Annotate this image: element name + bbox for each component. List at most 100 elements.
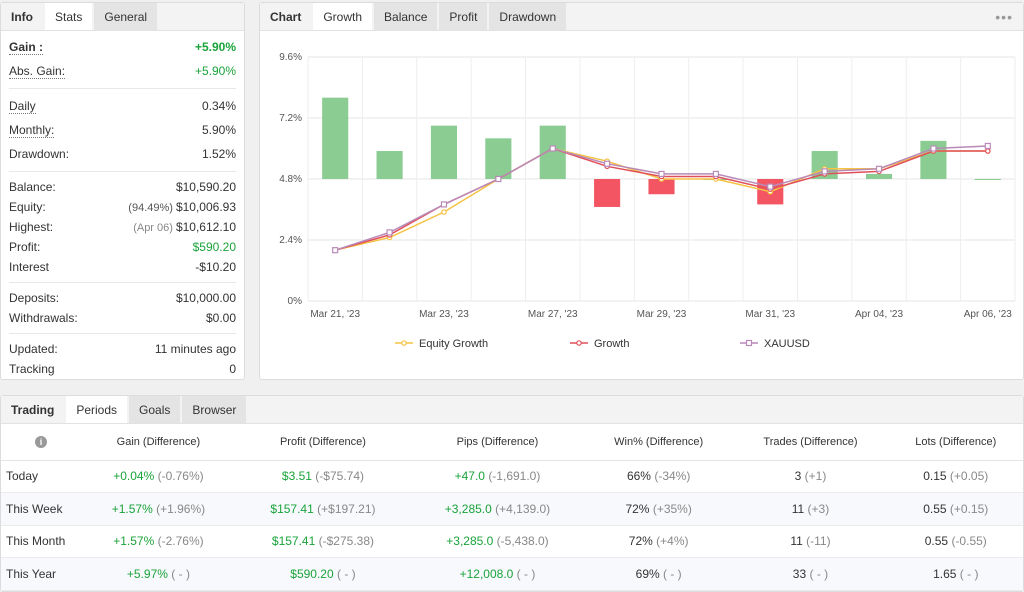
stat-value: $10,612.10: [175, 220, 236, 234]
tab-info[interactable]: Info: [11, 10, 33, 24]
table-cell: 0.15 (+0.05): [888, 460, 1023, 493]
chart-bar[interactable]: [594, 179, 621, 207]
tab-stats[interactable]: Stats: [45, 3, 93, 30]
stat-label[interactable]: Monthly:: [9, 122, 55, 138]
chart-bar[interactable]: [485, 138, 512, 179]
data-point[interactable]: [821, 168, 828, 175]
chart-bar[interactable]: [430, 125, 458, 179]
stat-sub: (Apr 06): [133, 222, 173, 234]
chart-bar[interactable]: [865, 173, 893, 179]
stat-label: Highest:: [9, 220, 54, 234]
tab-trading[interactable]: Trading: [11, 403, 55, 417]
stat-tracking: Tracking 0: [9, 359, 236, 379]
stat-label: Drawdown:: [9, 147, 70, 161]
tab-browser[interactable]: Browser: [182, 396, 247, 423]
pips-difference: (-5,438.0): [496, 534, 549, 549]
tab-growth[interactable]: Growth: [313, 3, 373, 30]
data-point[interactable]: [984, 142, 991, 150]
stat-label: Interest: [9, 260, 50, 274]
data-point[interactable]: [930, 145, 937, 152]
data-point[interactable]: [440, 201, 448, 208]
data-point[interactable]: [712, 170, 719, 178]
pips-difference: (-1,691.0): [488, 469, 541, 484]
table-row: This Month +1.57% (-2.76%) $157.41 (-$275.…: [1, 525, 1023, 558]
stat-updated: Updated: 11 minutes ago: [9, 339, 236, 359]
pips-value: +47.0: [454, 469, 485, 484]
data-point[interactable]: [985, 148, 991, 154]
trades-value: 11: [791, 501, 805, 516]
tab-drawdown[interactable]: Drawdown: [489, 3, 567, 30]
profit-value: $3.51: [281, 469, 312, 484]
data-point[interactable]: [875, 165, 883, 172]
legend-marker: [745, 339, 753, 347]
data-point[interactable]: [495, 175, 502, 183]
data-point[interactable]: [549, 145, 556, 152]
trades-difference: (+3): [807, 501, 830, 516]
win-value: 69%: [635, 566, 660, 581]
data-point[interactable]: [767, 183, 774, 190]
pips-difference: (+4,139.0): [495, 501, 551, 516]
lots-value: 0.15: [923, 469, 947, 484]
data-point[interactable]: [604, 160, 611, 167]
tab-profit[interactable]: Profit: [439, 3, 488, 30]
tab-general[interactable]: General: [94, 3, 158, 30]
stat-label[interactable]: Abs. Gain:: [9, 63, 66, 79]
legend-label[interactable]: Growth: [594, 338, 629, 350]
period-label: Today: [1, 460, 81, 493]
stat-value: $10,000.00: [175, 291, 236, 305]
stat-label[interactable]: Gain :: [9, 39, 44, 55]
trades-value: 3: [794, 469, 802, 484]
info-column-header: i: [1, 424, 81, 461]
gain-value: +0.04%: [113, 469, 155, 484]
tab-goals[interactable]: Goals: [129, 396, 181, 423]
gain-difference: (-2.76%): [157, 534, 204, 549]
table-cell: 3 (+1): [732, 460, 889, 493]
chart-bar[interactable]: [974, 179, 1001, 180]
period-label: This Year: [1, 557, 81, 591]
lots-difference: (+0.15): [949, 501, 989, 516]
lots-difference: (+0.05): [949, 469, 989, 484]
chart-bar[interactable]: [322, 97, 349, 179]
profit-value: $590.20: [290, 566, 334, 581]
chart-bar[interactable]: [376, 151, 403, 179]
pips-difference: ( - ): [516, 566, 536, 581]
divider: [9, 333, 236, 334]
tab-balance[interactable]: Balance: [374, 3, 438, 30]
stat-label: Profit:: [9, 240, 41, 254]
chart-bar[interactable]: [648, 179, 675, 195]
stat-value: 5.90%: [201, 123, 236, 137]
stat-value: 0: [229, 362, 236, 376]
gain-difference: (-0.76%): [157, 469, 204, 484]
stat-label[interactable]: Daily: [9, 98, 36, 114]
info-panel: Info Stats General Gain : +5.90% Abs. Ga…: [0, 2, 245, 380]
column-header: Pips (Difference): [410, 424, 585, 461]
table-cell: +3,285.0 (+4,139.0): [410, 492, 585, 526]
stat-label: Tracking: [9, 362, 55, 376]
table-cell: +0.04% (-0.76%): [81, 460, 236, 493]
data-point[interactable]: [386, 229, 393, 236]
period-label: This Month: [1, 525, 81, 558]
growth-chart: 0% 2.4% 4.8% 7.2% 9.6% Mar 21, '23 Mar 23, '23…: [279, 52, 1016, 350]
data-point[interactable]: [441, 209, 447, 215]
tab-periods[interactable]: Periods: [66, 396, 128, 423]
data-point[interactable]: [658, 170, 665, 178]
chart-bar[interactable]: [539, 125, 566, 179]
legend-label[interactable]: XAUUSD: [764, 338, 810, 350]
stat-value: +5.90%: [194, 64, 236, 78]
lots-value: 0.55: [924, 534, 949, 549]
data-point[interactable]: [332, 247, 339, 254]
table-cell: +47.0 (-1,691.0): [410, 460, 585, 493]
info-tabs: Info Stats General: [1, 3, 244, 31]
info-icon[interactable]: i: [35, 435, 47, 448]
gain-value: +1.57%: [111, 501, 153, 516]
legend-marker: [401, 340, 407, 346]
tab-chart[interactable]: Chart: [270, 10, 302, 24]
y-tick-label: 7.2%: [279, 113, 302, 124]
more-options-icon[interactable]: •••: [995, 9, 1013, 25]
stat-gain: Gain : +5.90%: [9, 35, 236, 59]
profit-value: $157.41: [270, 501, 314, 516]
y-tick-label: 4.8%: [279, 174, 302, 185]
legend-label[interactable]: Equity Growth: [419, 338, 488, 350]
stat-equity: Equity: (94.49%) $10,006.93: [9, 197, 236, 217]
x-tick-label: Mar 27, '23: [528, 309, 578, 320]
